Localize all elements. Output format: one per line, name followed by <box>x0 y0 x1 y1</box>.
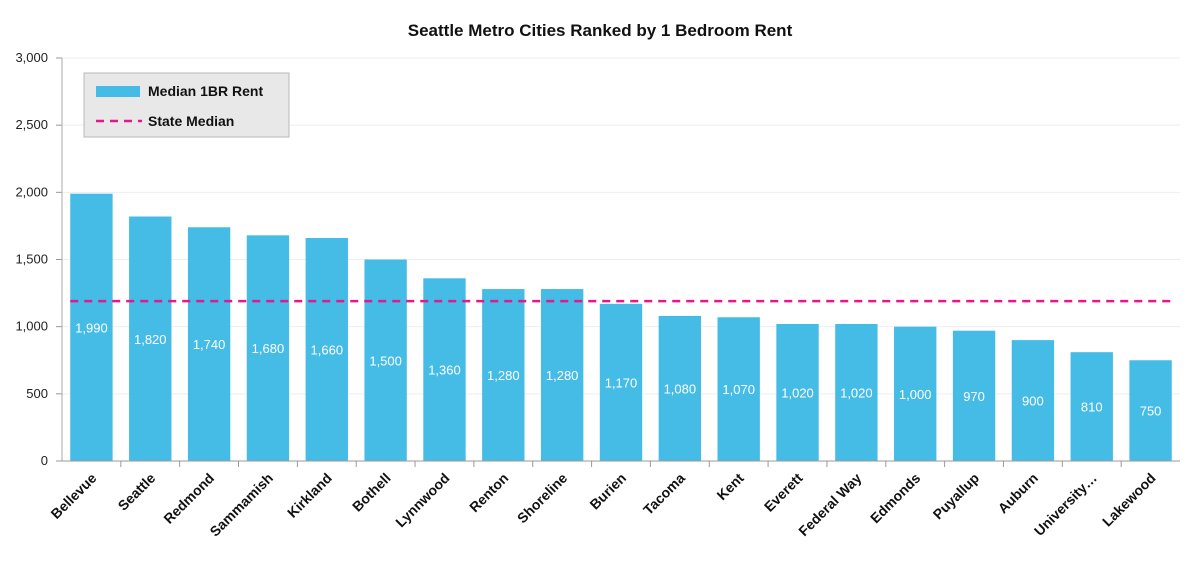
x-tick-label: Lynnwood <box>392 470 452 530</box>
bar <box>540 289 584 461</box>
bars: 1,990 1,820 1,740 1,680 1,660 1,500 1,360 1,280… <box>70 193 1172 461</box>
x-tick-label: Kirkland <box>284 470 335 521</box>
data-label: 1,680 <box>252 341 285 356</box>
bar <box>70 193 113 461</box>
data-label: 1,020 <box>840 385 873 400</box>
data-label: 1,000 <box>899 387 932 402</box>
bar <box>776 323 819 461</box>
bar <box>423 278 466 461</box>
y-tick-label: 3,000 <box>15 50 48 65</box>
data-label: 1,360 <box>428 363 461 378</box>
x-tick-label: University… <box>1031 470 1100 539</box>
bar <box>129 216 172 461</box>
bar <box>894 326 937 461</box>
data-label: 1,080 <box>664 381 697 396</box>
x-tick-label: Kent <box>713 470 747 504</box>
x-tick-label: Lakewood <box>1099 470 1159 530</box>
y-tick-label: 1,000 <box>15 319 48 334</box>
bar <box>246 235 290 461</box>
data-label: 970 <box>963 389 985 404</box>
data-label: 1,740 <box>193 337 226 352</box>
data-label: 1,280 <box>487 368 520 383</box>
bar <box>1070 352 1113 461</box>
x-tick-label: Bellevue <box>48 470 100 522</box>
data-label: 1,990 <box>75 320 108 335</box>
legend-label-line: State Median <box>148 113 234 129</box>
data-label: 1,020 <box>781 385 814 400</box>
x-tick-label: Burien <box>586 470 629 513</box>
x-tick-label: Federal Way <box>795 470 864 539</box>
bar <box>658 315 702 461</box>
x-tick-label: Tacoma <box>640 470 688 518</box>
y-axis: 0 500 1,000 1,500 2,000 2,500 3,000 <box>15 50 63 468</box>
x-tick-label: Redmond <box>160 470 217 527</box>
data-label: 1,070 <box>722 382 755 397</box>
x-tick-label: Renton <box>466 470 511 515</box>
data-label: 900 <box>1022 394 1044 409</box>
x-tick-label: Auburn <box>995 470 1042 517</box>
y-tick-label: 1,500 <box>15 252 48 267</box>
bar <box>1129 360 1172 461</box>
x-tick-label: Seattle <box>115 470 159 514</box>
chart-title: Seattle Metro Cities Ranked by 1 Bedroom… <box>408 21 793 40</box>
data-label: 1,170 <box>605 375 638 390</box>
data-label: 1,660 <box>311 343 344 358</box>
bar <box>952 330 996 461</box>
x-tick-label: Everett <box>761 470 806 515</box>
y-tick-label: 500 <box>26 386 48 401</box>
legend-label-bar: Median 1BR Rent <box>148 83 263 99</box>
y-tick-label: 0 <box>41 453 48 468</box>
bar <box>717 317 760 461</box>
y-tick-label: 2,500 <box>15 117 48 132</box>
data-label: 750 <box>1140 404 1162 419</box>
y-tick-label: 2,000 <box>15 184 48 199</box>
data-label: 1,820 <box>134 332 167 347</box>
x-tick-label: Shoreline <box>514 470 571 527</box>
x-tick-label: Edmonds <box>867 470 924 527</box>
bar <box>482 289 525 461</box>
x-tick-label: Sammamish <box>206 470 276 540</box>
bar <box>1011 340 1055 461</box>
legend-box <box>83 72 290 138</box>
data-label: 1,500 <box>369 353 402 368</box>
bar <box>187 227 231 461</box>
legend-swatch-bar <box>96 86 140 97</box>
bar <box>364 259 407 461</box>
data-label: 810 <box>1081 400 1103 415</box>
x-tick-label: Bothell <box>349 470 394 515</box>
x-tick-label: Puyallup <box>930 470 983 523</box>
bar <box>835 323 878 461</box>
data-label: 1,280 <box>546 368 579 383</box>
bar <box>599 303 643 461</box>
bar <box>305 238 348 461</box>
legend: Median 1BR Rent State Median <box>83 72 290 138</box>
